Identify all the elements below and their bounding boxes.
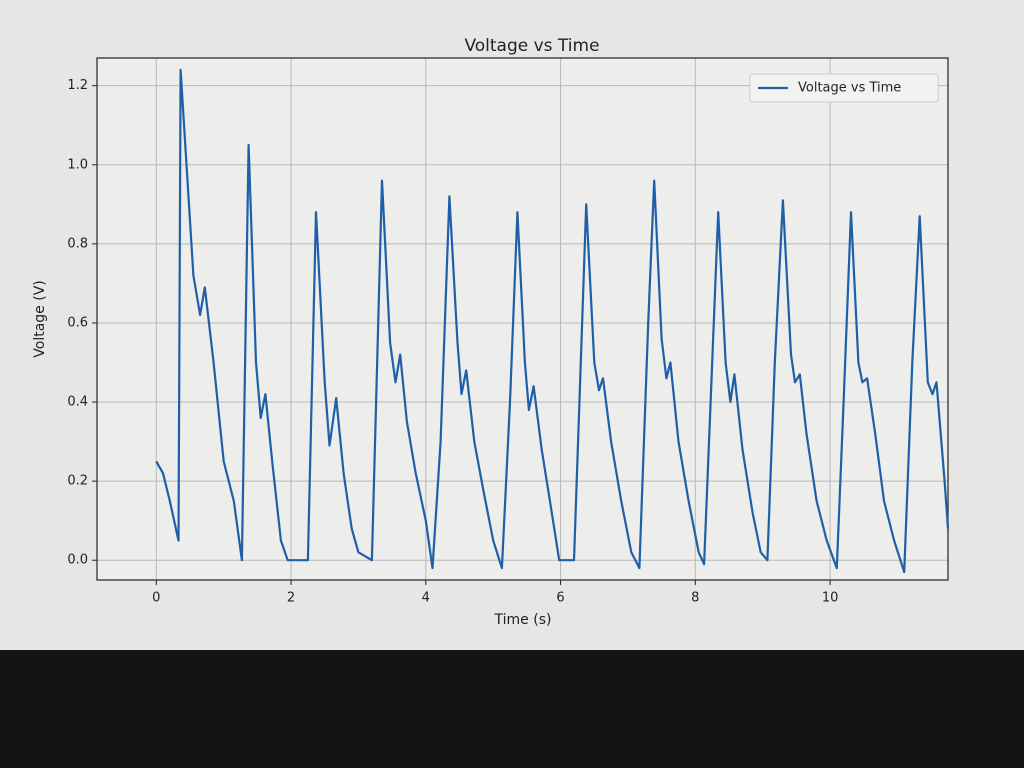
data-line (155, 68, 950, 574)
y-tick-label: 1.0 (67, 157, 88, 172)
y-tick-label: 0.4 (67, 395, 88, 410)
x-tick-label: 8 (691, 591, 699, 606)
chart-title: Voltage vs Time (464, 36, 599, 56)
y-axis-label: Voltage (V) (32, 280, 48, 357)
y-tick-label: 1.2 (67, 78, 88, 93)
y-tick-label: 0.0 (67, 553, 88, 568)
x-tick-label: 10 (822, 591, 839, 606)
y-tick-label: 0.6 (67, 315, 88, 330)
x-tick-label: 2 (287, 591, 295, 606)
x-tick-label: 6 (556, 591, 564, 606)
x-tick-label: 4 (422, 591, 430, 606)
legend-label: Voltage vs Time (798, 81, 901, 96)
x-axis-label: Time (s) (494, 612, 552, 628)
x-tick-label: 0 (152, 591, 160, 606)
legend-box (749, 73, 939, 103)
y-tick-label: 0.2 (67, 474, 88, 489)
bezel (0, 650, 1024, 768)
plot-frame (96, 57, 949, 581)
y-tick-label: 0.8 (67, 236, 88, 251)
